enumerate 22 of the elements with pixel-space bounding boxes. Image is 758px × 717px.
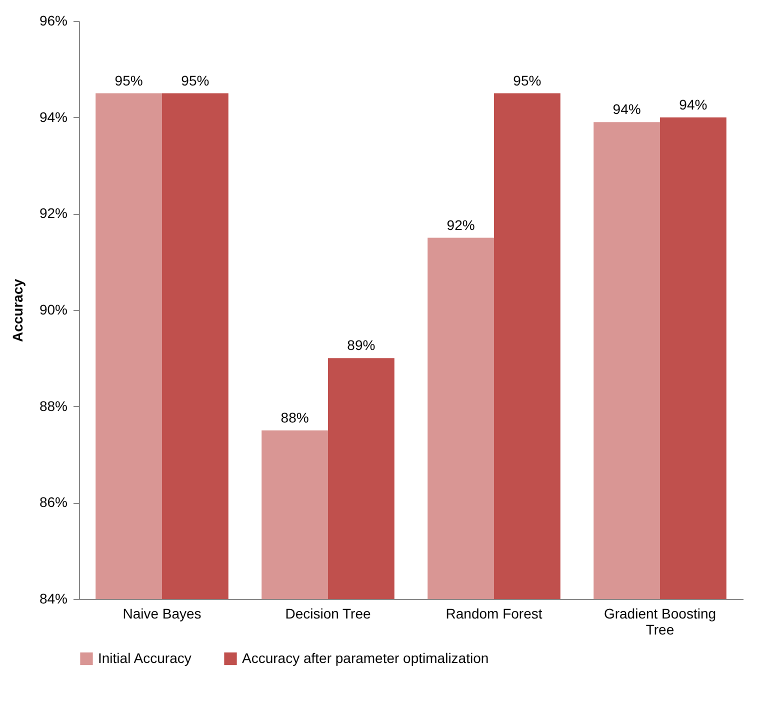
x-tick-label: Naive Bayes [122,606,202,622]
x-tick-label: Random Forest [446,606,542,622]
legend-label: Initial Accuracy [98,650,192,666]
x-tick-label: Decision Tree [285,606,372,622]
data-label: 89% [347,337,376,354]
y-tick-label: 88% [39,398,68,414]
y-tick-label: 90% [39,302,68,318]
legend-label: Accuracy after parameter optimalization [242,650,489,666]
y-tick-label: 86% [39,494,68,510]
data-label: 95% [513,72,542,88]
data-label: 94% [679,96,708,112]
data-label: 88% [280,409,309,426]
y-tick-label: 96% [39,12,68,28]
data-label: 95% [181,72,210,88]
data-label: 95% [114,72,143,88]
y-tick-label: 84% [39,590,68,606]
data-label: 94% [612,101,641,118]
x-tick-label: Gradient Boosting Tree [604,606,716,638]
data-label: 92% [446,216,475,233]
y-tick-label: 92% [39,205,68,222]
y-tick-label: 94% [39,108,68,125]
y-axis-title: Accuracy [9,278,26,342]
